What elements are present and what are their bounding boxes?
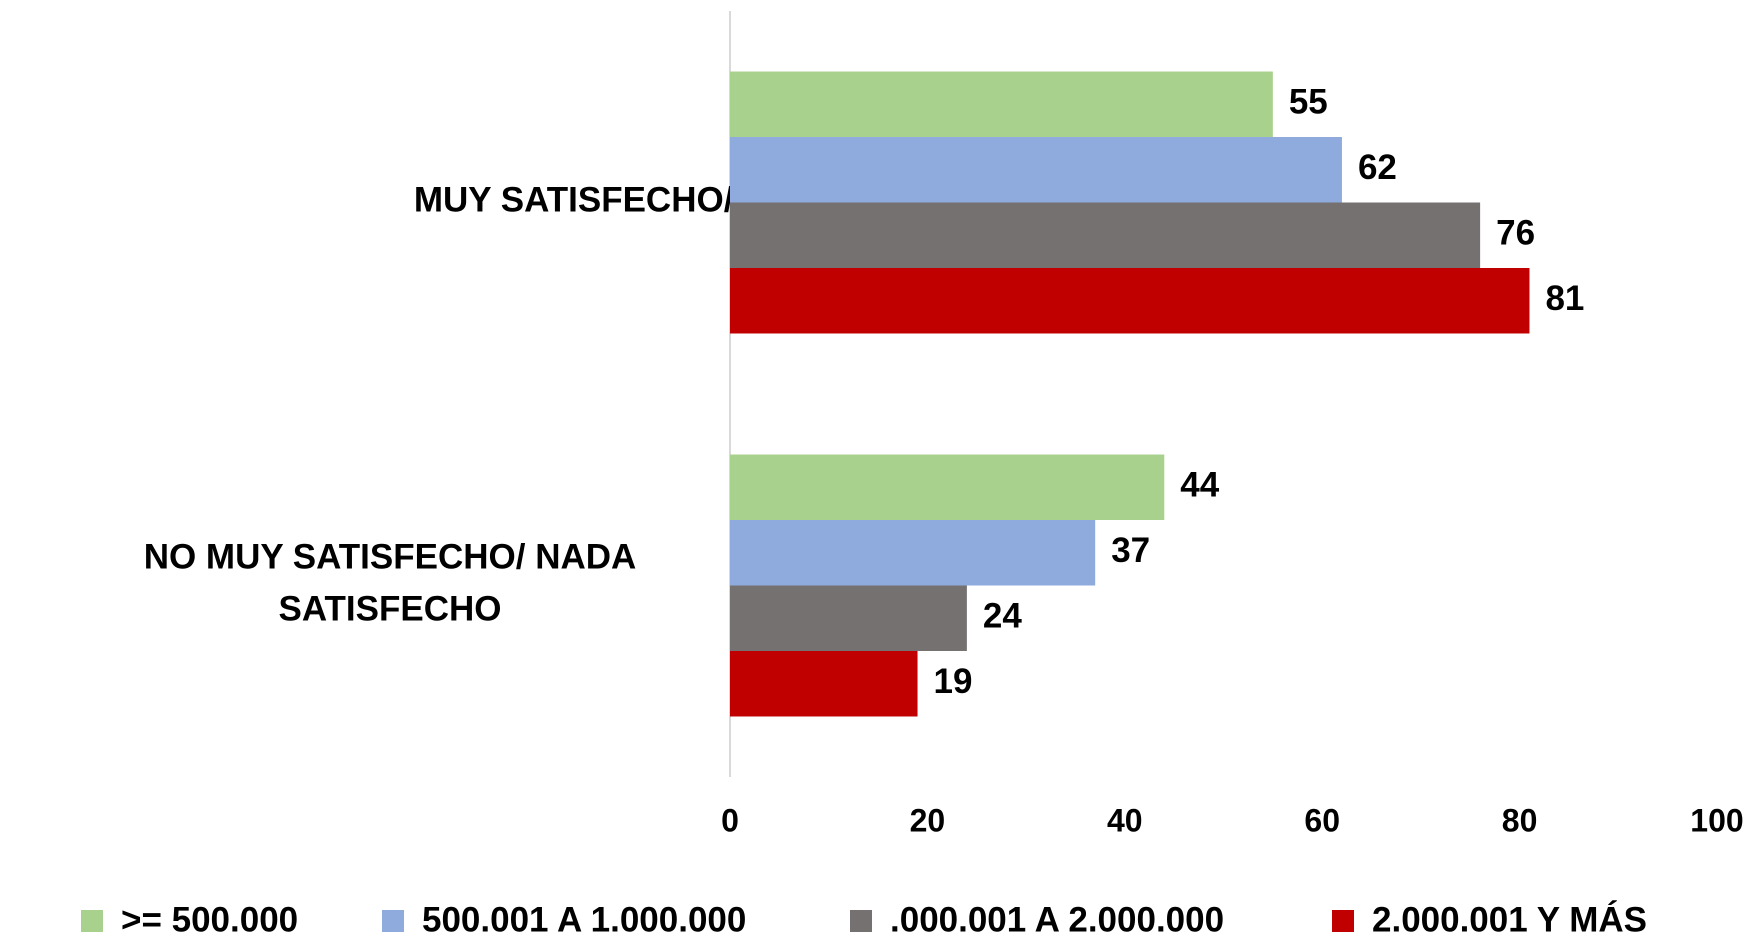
legend-swatch [81,910,103,932]
x-tick-label: 0 [721,802,739,838]
bar [730,202,1481,268]
bar [730,137,1342,203]
category-label: NO MUY SATISFECHO/ NADA SATISFECHO [144,538,637,629]
category-label-line: NO MUY SATISFECHO/ NADA [144,538,637,577]
x-tick-label: 100 [1690,802,1743,838]
value-label: 19 [934,662,973,701]
x-tick-label: 20 [910,802,946,838]
legend-label: 500.001 A 1.000.000 [422,900,746,939]
value-label: 81 [1545,279,1584,318]
value-label: 44 [1180,466,1219,505]
value-label: 55 [1289,83,1328,122]
legend-swatch [382,910,404,932]
x-tick-label: 80 [1502,802,1538,838]
legend-swatch [1332,910,1354,932]
legend-label: .000.001 A 2.000.000 [890,900,1224,939]
x-tick-label: 60 [1304,802,1340,838]
value-label: 76 [1496,213,1535,252]
bar [730,520,1096,586]
legend-label: 2.000.001 Y MÁS [1372,899,1647,939]
x-tick-label: 40 [1107,802,1143,838]
bar [730,267,1530,334]
value-label: 62 [1358,148,1397,187]
value-label: 37 [1111,531,1150,570]
bar [730,585,967,651]
value-label: 24 [983,596,1022,635]
bar [730,454,1165,521]
legend-label: >= 500.000 [121,900,298,939]
legend-swatch [850,910,872,932]
bar [730,650,918,717]
category-label-line: SATISFECHO [279,590,502,629]
bar [730,71,1273,138]
